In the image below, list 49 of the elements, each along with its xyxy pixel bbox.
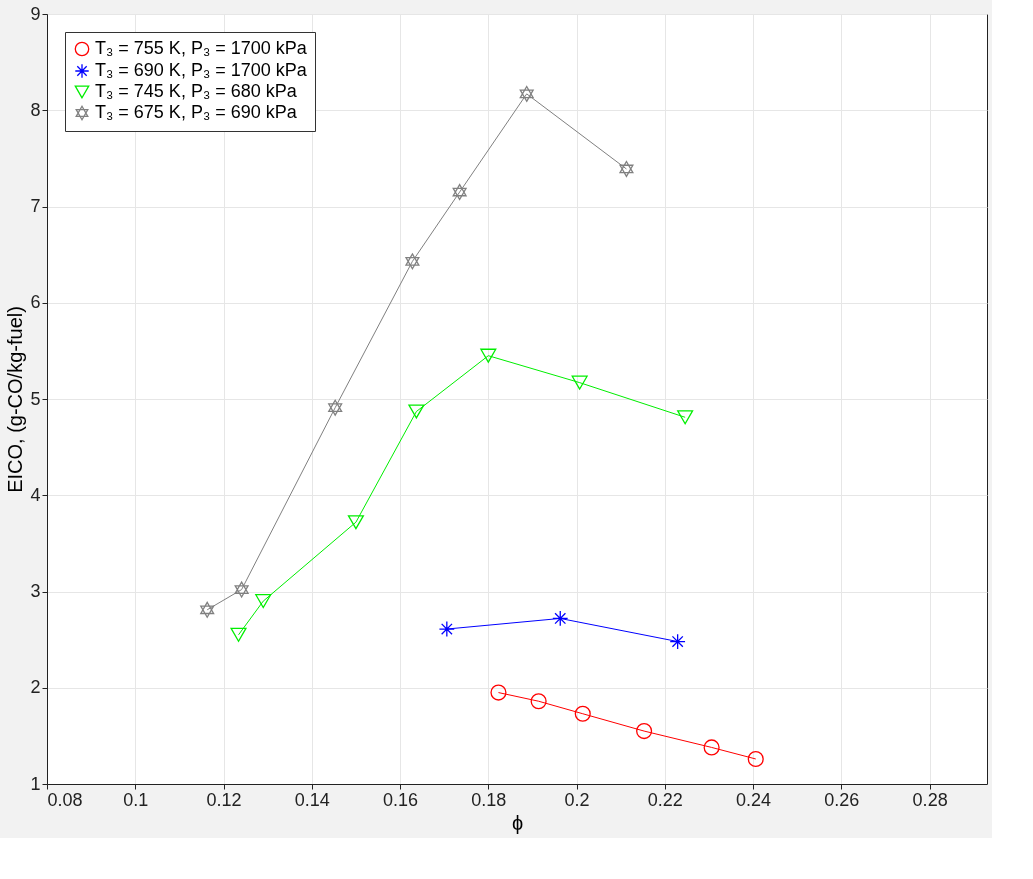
y-tick-label: 5: [30, 388, 41, 409]
y-tick-label: 8: [30, 99, 41, 120]
legend-label: T₃ = 745 K, P₃ = 680 kPa: [95, 81, 298, 101]
x-tick-label: 0.22: [647, 789, 683, 810]
point: [480, 348, 497, 363]
y-tick-label: 1: [30, 773, 41, 794]
point: [530, 693, 547, 710]
point: [438, 620, 455, 638]
x-tick-label: 0.12: [206, 789, 242, 810]
point: [328, 399, 343, 416]
y-tick-label: 6: [30, 292, 41, 313]
x-tick-label: 0.16: [383, 789, 419, 810]
point: [490, 684, 507, 701]
point: [636, 723, 653, 740]
point: [574, 705, 591, 722]
point: [408, 404, 425, 419]
point: [677, 410, 694, 425]
x-tick-label: 0.28: [912, 789, 948, 810]
y-tick-label: 4: [30, 484, 41, 505]
point: [234, 581, 249, 598]
x-axis-title: ϕ: [511, 811, 524, 834]
point: [200, 601, 215, 618]
point: [230, 627, 247, 642]
y-tick-label: 7: [30, 196, 41, 216]
x-tick-label: 0.24: [736, 789, 772, 810]
legend-label: T₃ = 675 K, P₃ = 690 kPa: [95, 102, 298, 122]
point: [669, 633, 686, 650]
point: [619, 160, 634, 178]
y-tick-label: 2: [30, 677, 41, 698]
legend-label: T₃ = 690 K, P₃ = 1700 kPa: [95, 60, 308, 80]
point: [255, 594, 272, 609]
x-tick-label: 0.1: [123, 789, 149, 810]
y-axis-title: EICO, (g-CO/kg-fuel): [4, 306, 27, 493]
point: [452, 184, 467, 201]
point: [571, 375, 588, 390]
x-tick-label: 0.08: [47, 789, 83, 810]
point: [747, 750, 764, 768]
point: [703, 739, 720, 756]
x-tick-label: 0.14: [294, 789, 330, 810]
x-tick-label: 0.2: [564, 789, 590, 810]
point: [347, 515, 364, 530]
x-tick-label: 0.26: [824, 789, 860, 810]
point: [552, 610, 569, 627]
x-tick-label: 0.18: [471, 789, 507, 810]
point: [519, 85, 534, 102]
y-tick-label: 3: [30, 581, 41, 601]
legend-label: T₃ = 755 K, P₃ = 1700 kPa: [95, 38, 308, 58]
point: [405, 253, 420, 270]
y-tick-label: 9: [30, 3, 41, 24]
